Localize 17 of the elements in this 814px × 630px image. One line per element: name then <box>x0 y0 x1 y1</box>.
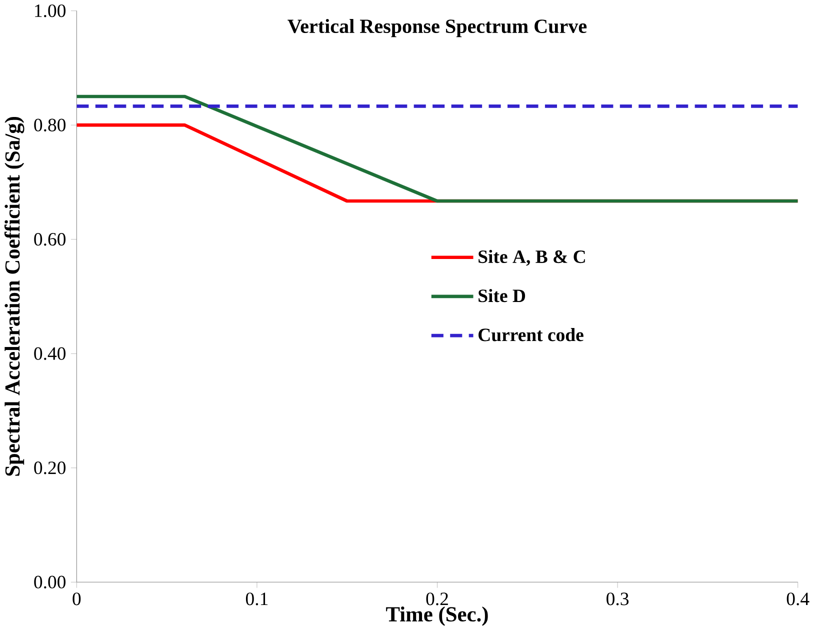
x-tick-label: 0.4 <box>786 592 810 606</box>
y-tick-label: 0.20 <box>34 461 66 474</box>
y-tick-label: 0.40 <box>34 347 66 360</box>
y-tick-label: 1.00 <box>35 4 66 18</box>
legend-label: Current code <box>478 328 584 342</box>
x-tick-label: 0.1 <box>246 592 268 606</box>
x-tick-label: 0.3 <box>606 592 629 606</box>
chart-title: Vertical Response Spectrum Curve <box>288 18 587 37</box>
x-axis-title: Time (Sec.) <box>386 606 488 626</box>
legend-label: Site A, B & C <box>478 250 585 266</box>
y-tick-label: 0.60 <box>34 232 66 246</box>
y-tick-label: 0.00 <box>34 576 66 588</box>
x-tick-label: 0.2 <box>426 592 448 606</box>
y-tick-label: 0.80 <box>34 118 66 132</box>
x-tick-label: 0 <box>72 592 81 606</box>
legend-label: Site D <box>478 288 526 302</box>
y-axis-title: Spectral Acceleration Coefficient (Sa/g) <box>4 116 24 476</box>
